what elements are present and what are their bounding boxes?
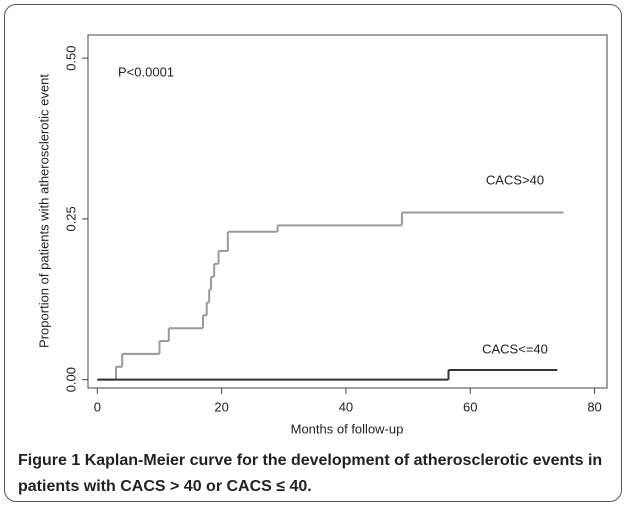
y-tick-label: 0.50 bbox=[63, 45, 78, 70]
plot-frame bbox=[87, 34, 608, 389]
caption: Figure 1 Kaplan-Meier curve for the deve… bbox=[18, 448, 618, 500]
x-tick-label: 0 bbox=[94, 399, 101, 414]
x-tick-label: 60 bbox=[463, 399, 477, 414]
x-tick-label: 40 bbox=[339, 399, 353, 414]
x-axis-label: Months of follow-up bbox=[291, 421, 404, 436]
p-value: P<0.0001 bbox=[118, 64, 174, 79]
figure-frame bbox=[4, 4, 622, 502]
chart: P<0.0001 Months of follow-up Proportion … bbox=[36, 34, 608, 436]
x-tick-label: 20 bbox=[214, 399, 228, 414]
y-tick-label: 0.25 bbox=[63, 206, 78, 231]
caption-label: Figure 1 bbox=[18, 452, 81, 469]
x-tick-label: 80 bbox=[587, 399, 601, 414]
series-label: CACS>40 bbox=[486, 172, 544, 187]
caption-text: Kaplan-Meier curve for the development o… bbox=[18, 452, 603, 495]
y-axis-label: Proportion of patients with atherosclero… bbox=[36, 74, 51, 348]
series-label: CACS<=40 bbox=[482, 341, 548, 356]
y-tick-label: 0.00 bbox=[63, 367, 78, 392]
